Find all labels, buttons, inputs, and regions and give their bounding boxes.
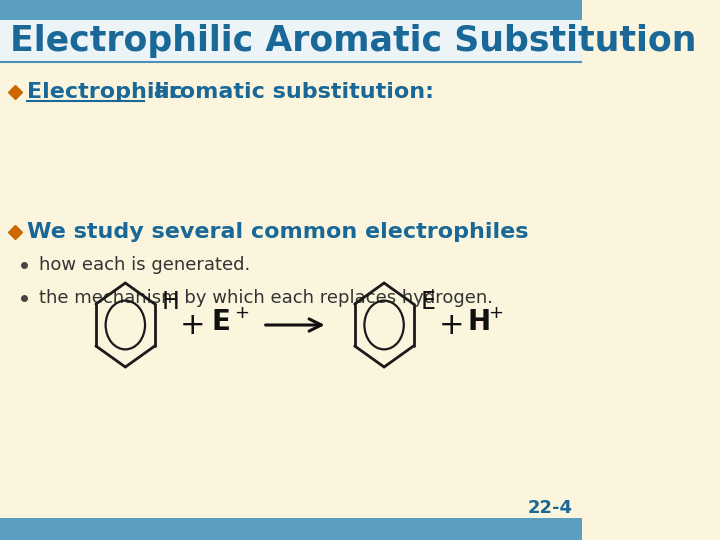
Text: how each is generated.: how each is generated. xyxy=(39,256,250,274)
Bar xyxy=(0,0,582,20)
Text: +: + xyxy=(488,304,503,322)
Bar xyxy=(0,20,582,62)
Text: the mechanism by which each replaces hydrogen.: the mechanism by which each replaces hyd… xyxy=(39,289,492,307)
Text: H: H xyxy=(162,290,179,314)
Text: +: + xyxy=(179,310,205,340)
Text: H: H xyxy=(467,308,490,336)
Text: Electrophilic Aromatic Substitution: Electrophilic Aromatic Substitution xyxy=(9,24,696,58)
Text: We study several common electrophiles: We study several common electrophiles xyxy=(27,222,528,242)
FancyArrowPatch shape xyxy=(266,319,321,331)
Text: aromatic substitution:: aromatic substitution: xyxy=(145,82,433,102)
Text: +: + xyxy=(234,304,248,322)
Text: E: E xyxy=(212,308,230,336)
Text: 22-4: 22-4 xyxy=(528,499,572,517)
Text: Electrophilic: Electrophilic xyxy=(27,82,183,102)
Bar xyxy=(0,518,582,540)
Text: E: E xyxy=(420,290,436,314)
Text: +: + xyxy=(438,310,464,340)
